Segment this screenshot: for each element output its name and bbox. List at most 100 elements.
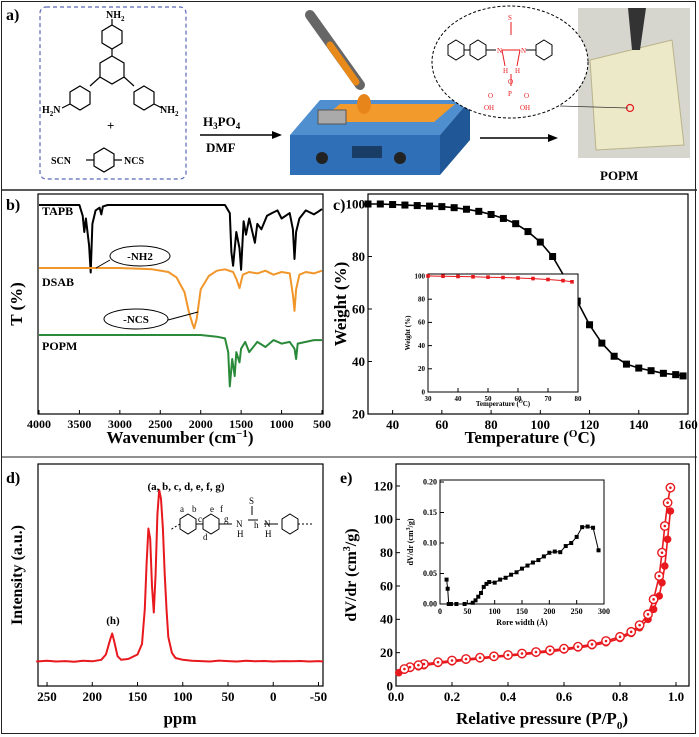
plot-c-x-tick-label: 60 — [435, 417, 448, 432]
psd-inset-point — [574, 534, 579, 539]
plus-sign: + — [107, 118, 114, 133]
psd-inset-point — [446, 602, 451, 606]
atom-n-left: N — [497, 47, 502, 55]
acid-reagent: H3PO4 — [203, 114, 241, 131]
tga-point — [598, 339, 606, 347]
plot-e-y-tick-label: 120 — [374, 478, 394, 493]
nmr-structure-labels: a b c d e f g h N N H H S — [180, 496, 272, 542]
amine-right-label: NH2 — [160, 105, 179, 118]
tweezers — [628, 8, 646, 50]
tga-inset-point — [531, 276, 535, 281]
plot-b-x-tick-label: 2500 — [148, 417, 172, 431]
left-ring — [69, 85, 91, 111]
bet-desorption-point-core — [666, 501, 669, 504]
plot-c-y-tick-label: 20 — [352, 406, 365, 421]
plot-c-inset-ylabel: Weight (%) — [404, 315, 412, 350]
psd-inset-point — [552, 549, 557, 554]
plot-c-inset-x-tick-label: 70 — [545, 395, 553, 403]
tga-point — [635, 364, 643, 372]
plot-e-x-tick-label: 1.0 — [668, 689, 684, 704]
phosphate-structure — [501, 22, 521, 86]
amine-left-label: H2N — [42, 105, 61, 118]
plot-e-y-tick-label: 60 — [380, 578, 393, 593]
tga-point — [475, 207, 483, 215]
plot-d-x-tick-label: 250 — [37, 689, 57, 704]
annotation-ncs-pointer — [167, 311, 199, 321]
panel-a: a) NH2 H2N NH2 + SCN NCS H3PO4 — [2, 5, 697, 191]
device-display — [352, 146, 382, 158]
tga-point — [364, 200, 372, 208]
struct-label-a: a — [180, 504, 184, 514]
central-ring — [99, 55, 125, 85]
plot-d-xlabel: ppm — [163, 709, 196, 728]
plot-e-inset-y-tick-label: 0.10 — [423, 539, 437, 548]
device-knob-right — [394, 152, 406, 164]
tga-point — [512, 220, 520, 228]
bet-desorption-point-core — [646, 613, 650, 616]
struct-label-d: d — [203, 532, 208, 542]
bet-adsorption-point — [666, 507, 675, 515]
tga-point — [679, 372, 687, 380]
psd-inset-point — [484, 581, 489, 586]
plot-d-x-tick-label: 50 — [222, 689, 235, 704]
plot-d-series — [36, 489, 324, 663]
plot-e-inset-x-tick-label: 300 — [598, 607, 610, 616]
plot-b-x-tick-label: 1500 — [229, 417, 253, 431]
tga-point — [450, 204, 458, 212]
plot-e-y-tick-label: 100 — [374, 512, 394, 527]
plot-e-inset-x-tick-label: 200 — [543, 607, 555, 616]
device-side — [440, 100, 470, 175]
plot-e-inset-ticks: 0 50 100 150 200 250 300 0.00 0.05 0.10 0.15 0.20 — [423, 478, 610, 616]
solvent-reagent: DMF — [206, 140, 236, 155]
psd-inset-point — [547, 550, 552, 555]
plot-e-ylabel: dV/dr (cm3/g) — [342, 528, 360, 621]
tga-inset-point — [441, 274, 445, 279]
plot-c-y-tick-label: 40 — [352, 354, 365, 369]
struct-label-f: f — [220, 504, 223, 514]
psd-inset-point — [591, 525, 596, 530]
psd-inset-point — [585, 524, 590, 529]
plot-e-xlabel: Relative pressure (P/P0) — [456, 709, 628, 732]
tga-point — [524, 228, 532, 236]
nmr-spectrum-line — [36, 489, 324, 663]
bet-desorption-point-core — [520, 652, 524, 655]
plot-b-frame — [37, 193, 324, 415]
bet-desorption-point-core — [408, 665, 412, 669]
bet-desorption-point-core — [534, 650, 538, 654]
ftir-line-tapb — [39, 204, 323, 274]
plot-d-x-tick-label: -50 — [310, 689, 327, 704]
plot-c-inset-y-tick-label: 40 — [418, 342, 426, 350]
psd-inset-point — [454, 602, 459, 606]
plot-b-x-tick-label: 3000 — [108, 417, 132, 431]
atom-o: O — [508, 78, 513, 86]
plot-e-inset-x-tick-label: 100 — [489, 607, 501, 616]
annotation-nh2: -NH2 — [127, 251, 153, 263]
plot-e-frame — [395, 463, 690, 687]
plot-c-frame — [367, 193, 689, 415]
ftir-line-dsab — [39, 267, 323, 330]
plot-b-series — [39, 204, 323, 388]
tapb-structure — [61, 19, 163, 111]
psd-inset-point — [580, 525, 585, 530]
monomer-box — [39, 6, 187, 180]
bet-desorption-point-core — [590, 643, 594, 646]
plot-d-x-tick-label: 100 — [173, 689, 193, 704]
psd-inset-point — [503, 575, 508, 580]
bet-desorption-point-core — [417, 663, 420, 667]
bet-adsorption-point — [661, 562, 669, 570]
plot-c-inset-y-tick-label: 20 — [418, 365, 426, 373]
solution-drop — [357, 94, 371, 114]
atom-s: S — [508, 14, 512, 22]
bet-desorption-point-core — [562, 647, 566, 650]
plot-c-inset-y-tick-label: 0 — [422, 388, 426, 396]
tga-inset-point — [456, 274, 460, 279]
bet-adsorption-point — [663, 535, 672, 544]
plot-c-xlabel: Temperature (OC) — [465, 428, 596, 447]
tga-point — [622, 360, 630, 368]
nmr-structure — [169, 506, 312, 535]
plot-e-inset-xlabel: Rore width (Å) — [496, 618, 548, 627]
tga-point — [487, 211, 495, 218]
plot-d-frame — [37, 463, 324, 687]
